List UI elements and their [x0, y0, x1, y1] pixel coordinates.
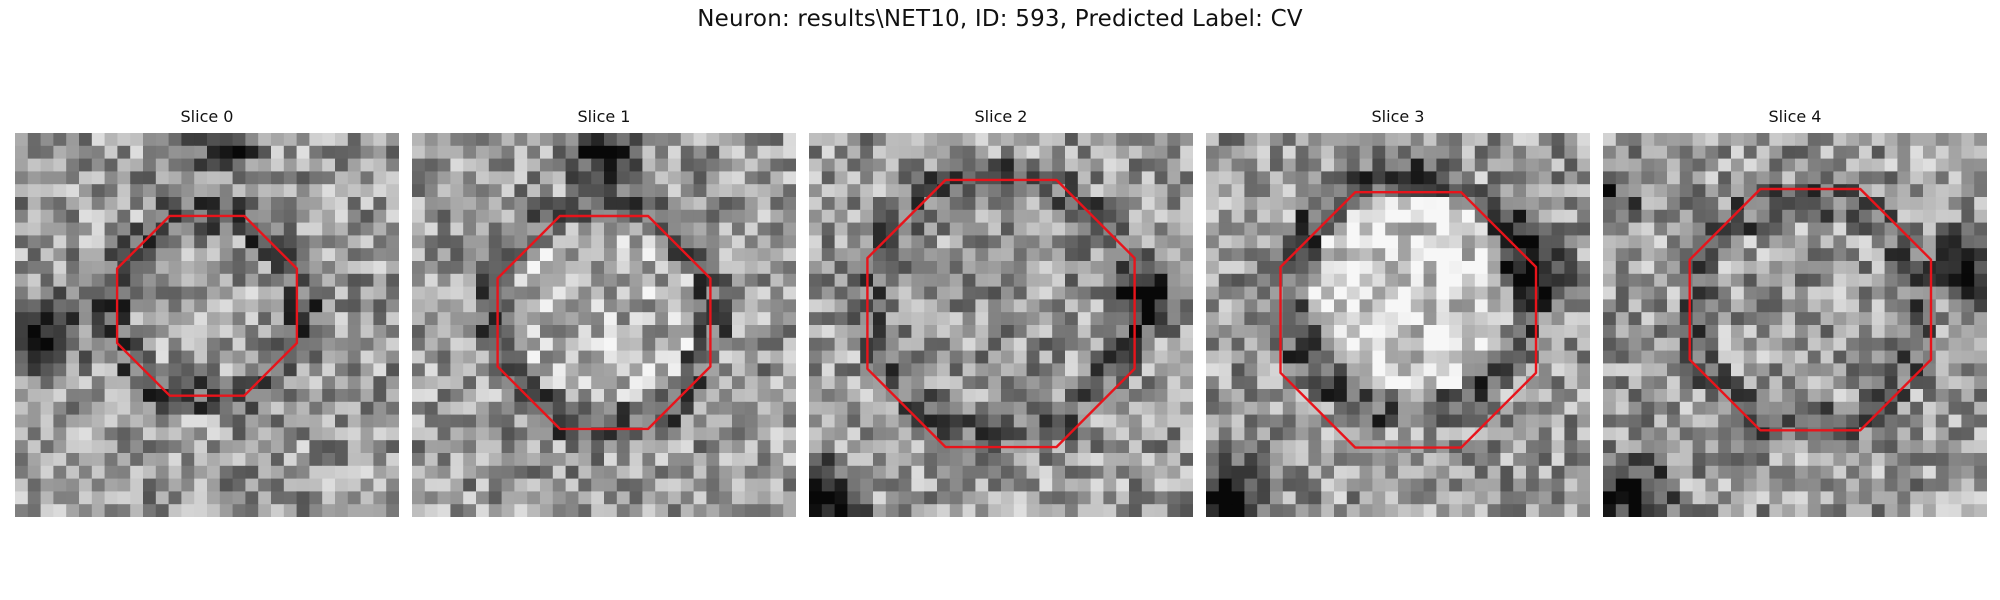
slice-image	[412, 133, 796, 517]
slice-title: Slice 2	[974, 107, 1028, 126]
slice-panel-0: Slice 0	[15, 105, 399, 517]
slice-image	[809, 133, 1193, 517]
slice-image	[1206, 133, 1590, 517]
slice-title: Slice 4	[1768, 107, 1822, 126]
contour-outline	[866, 178, 1136, 449]
contour-outline	[1688, 187, 1933, 432]
contour-outline	[1279, 191, 1538, 449]
contour-outline	[115, 214, 299, 397]
slice-panel-2: Slice 2	[809, 105, 1193, 517]
contour-outline	[496, 214, 712, 431]
slice-title: Slice 3	[1371, 107, 1425, 126]
slice-image	[15, 133, 399, 517]
slice-title: Slice 0	[180, 107, 234, 126]
figure-title: Neuron: results\NET10, ID: 593, Predicte…	[697, 6, 1303, 32]
slice-panel-3: Slice 3	[1206, 105, 1590, 517]
slice-title: Slice 1	[577, 107, 631, 126]
slice-image	[1603, 133, 1987, 517]
slice-panel-1: Slice 1	[412, 105, 796, 517]
slice-panel-4: Slice 4	[1603, 105, 1987, 517]
